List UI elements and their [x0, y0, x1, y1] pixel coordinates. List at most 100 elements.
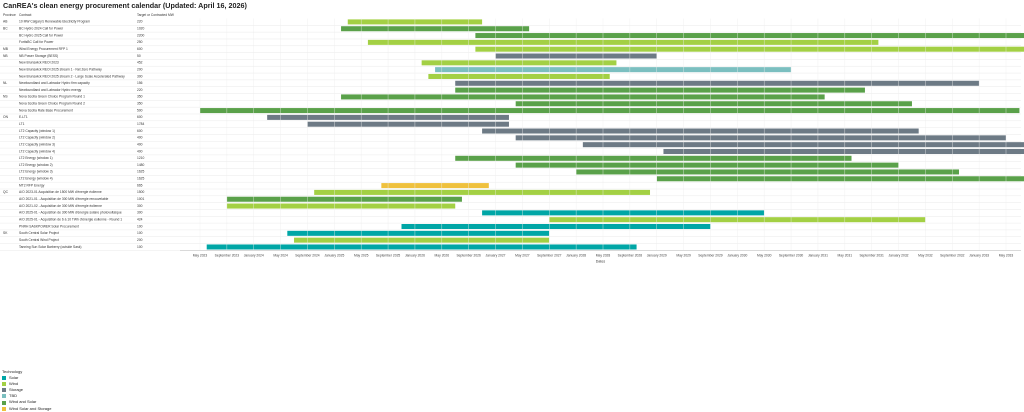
- legend-label: TBD: [9, 393, 17, 399]
- contract-label: MT2 RFP Energy: [19, 183, 45, 187]
- province-label: SK: [3, 231, 8, 235]
- contract-label: Newfoundland and Labrador Hydro firm cap…: [19, 81, 90, 85]
- province-label: NL: [3, 81, 7, 85]
- gantt-bar: [482, 210, 765, 216]
- legend-swatch: [2, 388, 6, 393]
- contract-label: LT1: [19, 122, 25, 126]
- contract-label: A/O 2025-01 - Acquisition de 300 MW d'én…: [19, 211, 122, 215]
- province-label: BC: [3, 27, 8, 31]
- contract-label: A/O 2021-02 - Acquisition de 300 MW d'én…: [19, 204, 102, 208]
- gantt-bar: [206, 244, 637, 250]
- mw-label: 50: [137, 54, 141, 58]
- contract-label: New Brunswick REOI 2023: [19, 61, 59, 65]
- legend-item: Wind: [2, 381, 51, 387]
- contract-label: Nova Scotia Green Choice Program Round 2: [19, 102, 85, 106]
- contract-label: Wind Energy Procurement RFP 1: [19, 47, 68, 51]
- mw-label: 600: [137, 47, 143, 51]
- gantt-bar: [226, 203, 456, 209]
- chart-title: CanREA's clean energy procurement calend…: [3, 1, 247, 10]
- legend-label: Wind: [9, 381, 19, 387]
- mw-label: 300: [137, 204, 143, 208]
- mw-label: 1784: [137, 122, 145, 126]
- mw-label: 200: [137, 238, 143, 242]
- province-label: NS: [3, 95, 8, 99]
- mw-label: 424: [137, 217, 143, 221]
- contract-label: New Brunswick REOI 2025 stream 2 - Large…: [19, 74, 125, 78]
- contract-label: South Central Wind Project: [19, 238, 59, 242]
- legend-item: TBD: [2, 393, 51, 399]
- mw-label: 500: [137, 108, 143, 112]
- gantt-bar: [576, 169, 959, 175]
- x-tick-label: May 2030: [757, 253, 772, 257]
- mw-label: 400: [137, 149, 143, 153]
- province-label: AB: [3, 20, 8, 24]
- mw-label: 350: [137, 102, 143, 106]
- mw-label: 665: [137, 183, 143, 187]
- contract-label: LT2 Energy (window 2): [19, 163, 53, 167]
- x-tick-label: May 2026: [435, 253, 450, 257]
- gantt-bar: [475, 46, 1024, 52]
- gantt-bar: [663, 148, 1024, 154]
- contract-label: New Brunswick REOI 2025 stream 1 - Net Z…: [19, 67, 102, 71]
- gantt-bar: [455, 87, 865, 93]
- x-tick-label: September 2031: [859, 253, 884, 257]
- gantt-bar: [515, 162, 899, 168]
- legend-item: Wind Solar and Storage: [2, 406, 51, 412]
- legend-swatch: [2, 394, 6, 399]
- mw-label: 1001: [137, 197, 145, 201]
- gantt-bar: [200, 108, 1020, 114]
- x-axis-label: Dates: [596, 259, 606, 263]
- mw-label: 250: [137, 40, 143, 44]
- gantt-bar: [226, 196, 462, 202]
- contract-label: NB Power Storage (BESS): [19, 54, 58, 58]
- x-tick-label: September 2025: [376, 253, 401, 257]
- x-tick-label: January 2032: [889, 253, 909, 257]
- mw-label: 1500: [137, 190, 145, 194]
- x-tick-label: September 2029: [698, 253, 723, 257]
- mw-label: 400: [137, 142, 143, 146]
- contract-label: LT2 Energy (window 1): [19, 156, 53, 160]
- gantt-bar: [294, 237, 550, 243]
- province-label: NB: [3, 54, 8, 58]
- mw-label: 220: [137, 88, 143, 92]
- x-tick-label: May 2023: [193, 253, 208, 257]
- gantt-bar: [455, 80, 980, 86]
- mw-label: 156: [137, 81, 143, 85]
- x-tick-label: January 2027: [486, 253, 506, 257]
- legend-title: Technology: [2, 369, 23, 374]
- gantt-bar: [428, 73, 610, 79]
- x-tick-label: January 2024: [244, 253, 264, 257]
- mw-label: 220: [137, 20, 143, 24]
- contract-label: E-LT1: [19, 115, 28, 119]
- legend-swatch: [2, 376, 6, 381]
- gantt-bar: [582, 142, 1024, 148]
- contract-label: LT2 Energy (window 4): [19, 177, 53, 181]
- legend-item: Storage: [2, 387, 51, 393]
- gantt-bar: [515, 101, 912, 107]
- x-tick-label: January 2026: [405, 253, 425, 257]
- x-tick-label: May 2028: [596, 253, 611, 257]
- legend-swatch: [2, 406, 6, 411]
- x-tick-label: September 2024: [295, 253, 320, 257]
- mw-label: 100: [137, 224, 143, 228]
- mw-label: 200: [137, 67, 143, 71]
- mw-label: 100: [137, 231, 143, 235]
- contract-label: LT2 Energy (window 3): [19, 170, 53, 174]
- mw-label: 1625: [137, 177, 145, 181]
- contract-label: FortisBC Call for Power: [19, 40, 54, 44]
- legend-item: Solar: [2, 375, 51, 381]
- x-tick-label: January 2028: [566, 253, 586, 257]
- mw-label: 600: [137, 115, 143, 119]
- x-tick-label: January 2033: [969, 253, 989, 257]
- contract-label: Nova Scotia Green Choice Program Round 1: [19, 95, 85, 99]
- x-tick-label: January 2029: [647, 253, 667, 257]
- gantt-bar: [341, 94, 825, 100]
- mw-label: 300: [137, 211, 143, 215]
- province-label: ON: [3, 115, 9, 119]
- legend-label: Wind and Solar: [9, 399, 37, 405]
- gantt-bar: [381, 183, 489, 189]
- column-header: Contract: [19, 13, 32, 17]
- gantt-bar: [482, 128, 919, 134]
- x-tick-label: May 2033: [999, 253, 1014, 257]
